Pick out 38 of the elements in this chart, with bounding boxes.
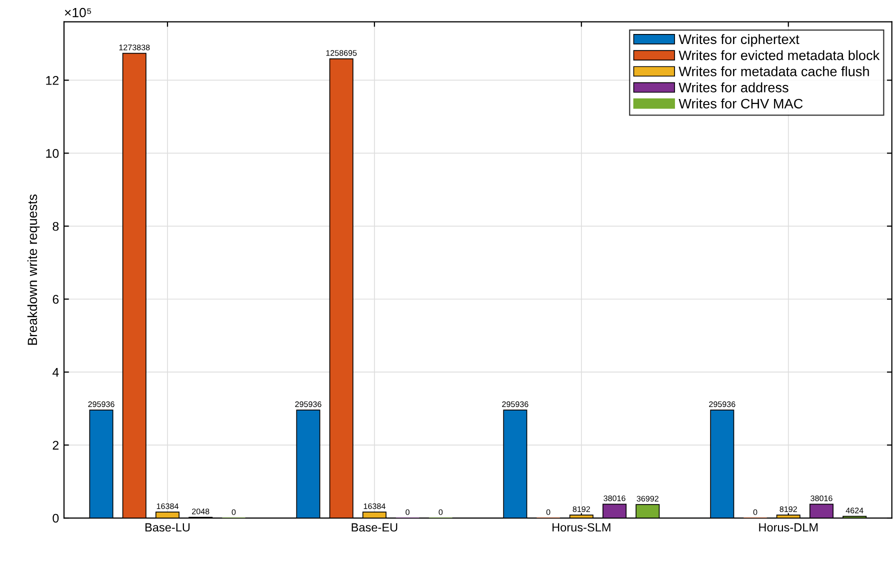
legend-label: Writes for CHV MAC [678,98,803,108]
annotation: 16384 [156,503,178,510]
y-tick-label: 8 [52,222,59,231]
annotation: 295936 [88,401,114,408]
x-tick-label: Horus-SLM [552,523,610,532]
annotation: 16384 [364,503,386,510]
annotation: 8192 [572,506,590,512]
legend-label: Writes for evicted metadata block [678,50,880,60]
annotation: 38016 [604,495,626,502]
y-tick-label: 2 [52,440,59,450]
annotation: 295936 [502,401,528,408]
y-tick-label: 4 [52,368,59,377]
annotation: 8192 [780,506,797,512]
legend-label: Writes for metadata cache flush [678,66,869,76]
annotation: 1273838 [119,44,150,50]
annotation: 0 [438,509,443,516]
annotation: 0 [406,509,410,516]
annotation: 36992 [636,496,658,502]
annotation: 0 [232,509,236,516]
annotation: 2048 [192,508,210,514]
annotation: 1258695 [326,50,357,56]
annotation: 4624 [846,508,864,514]
x-tick-label: Base-LU [145,523,190,532]
y-tick-label: 10 [46,148,59,158]
annotation: 295936 [295,401,322,408]
annotation: 295936 [709,401,736,408]
y-tick-label: 0 [52,514,59,523]
legend-label: Writes for address [678,82,788,92]
y-tick-label: 6 [52,294,59,304]
x-tick-label: Horus-DLM [759,523,818,532]
x-tick-label: Base-EU [352,523,398,532]
text: ×10⁵ [64,8,92,18]
y-axis-title: Breakdown write requests [27,194,40,345]
annotation: 38016 [810,495,832,502]
legend-label: Writes for ciphertext [678,34,800,47]
y-tick-label: 12 [46,76,59,85]
annotation: 0 [753,509,758,516]
annotation: 0 [546,509,550,516]
